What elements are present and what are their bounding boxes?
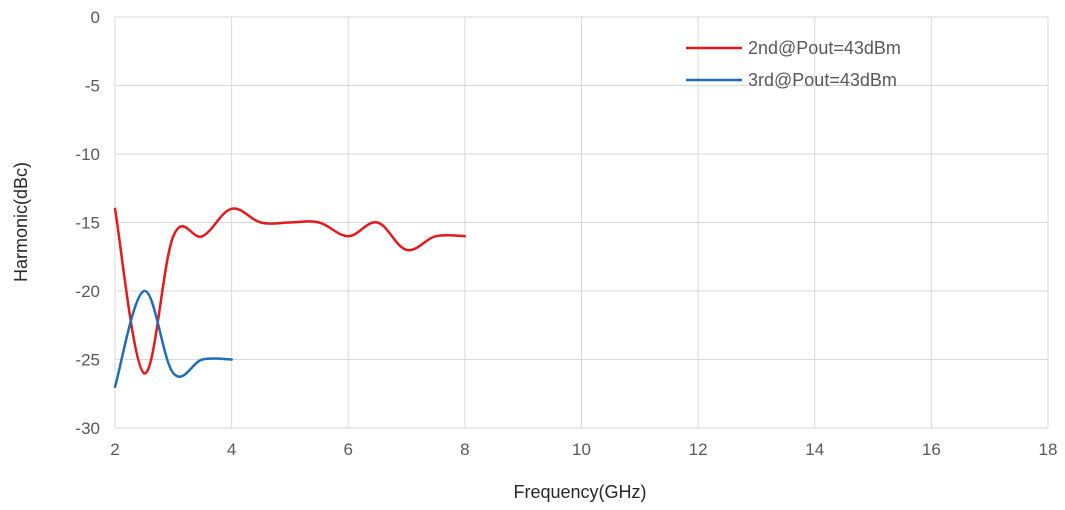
x-tick-label: 16 — [922, 440, 941, 459]
x-tick-label: 6 — [344, 440, 353, 459]
y-tick-label: -10 — [75, 145, 100, 164]
series-lines — [113, 207, 467, 389]
y-tick-label: -5 — [85, 77, 100, 96]
x-tick-label: 2 — [110, 440, 119, 459]
x-tick-label: 14 — [805, 440, 824, 459]
legend-label-third-harmonic: 3rd@Pout=43dBm — [748, 70, 897, 90]
x-axis-title: Frequency(GHz) — [513, 482, 646, 502]
y-tick-label: -30 — [75, 419, 100, 438]
x-tick-label: 4 — [227, 440, 236, 459]
y-tick-label: -15 — [75, 214, 100, 233]
x-tick-label: 10 — [572, 440, 591, 459]
legend: 2nd@Pout=43dBm 3rd@Pout=43dBm — [686, 38, 901, 90]
y-tick-label: 0 — [91, 8, 100, 27]
x-tick-label: 12 — [689, 440, 708, 459]
x-tick-label: 18 — [1039, 440, 1058, 459]
y-tick-label: -20 — [75, 282, 100, 301]
y-axis-title: Harmonic(dBc) — [11, 162, 31, 282]
y-tick-label: -25 — [75, 351, 100, 370]
legend-label-second-harmonic: 2nd@Pout=43dBm — [748, 38, 901, 58]
x-tick-labels: 2 4 6 8 10 12 14 16 18 — [110, 440, 1057, 459]
y-tick-labels: 0 -5 -10 -15 -20 -25 -30 — [75, 8, 100, 438]
series-line-second-harmonic — [113, 207, 467, 375]
x-tick-label: 8 — [460, 440, 469, 459]
series-line-third-harmonic — [113, 289, 233, 389]
grid — [114, 16, 1049, 429]
